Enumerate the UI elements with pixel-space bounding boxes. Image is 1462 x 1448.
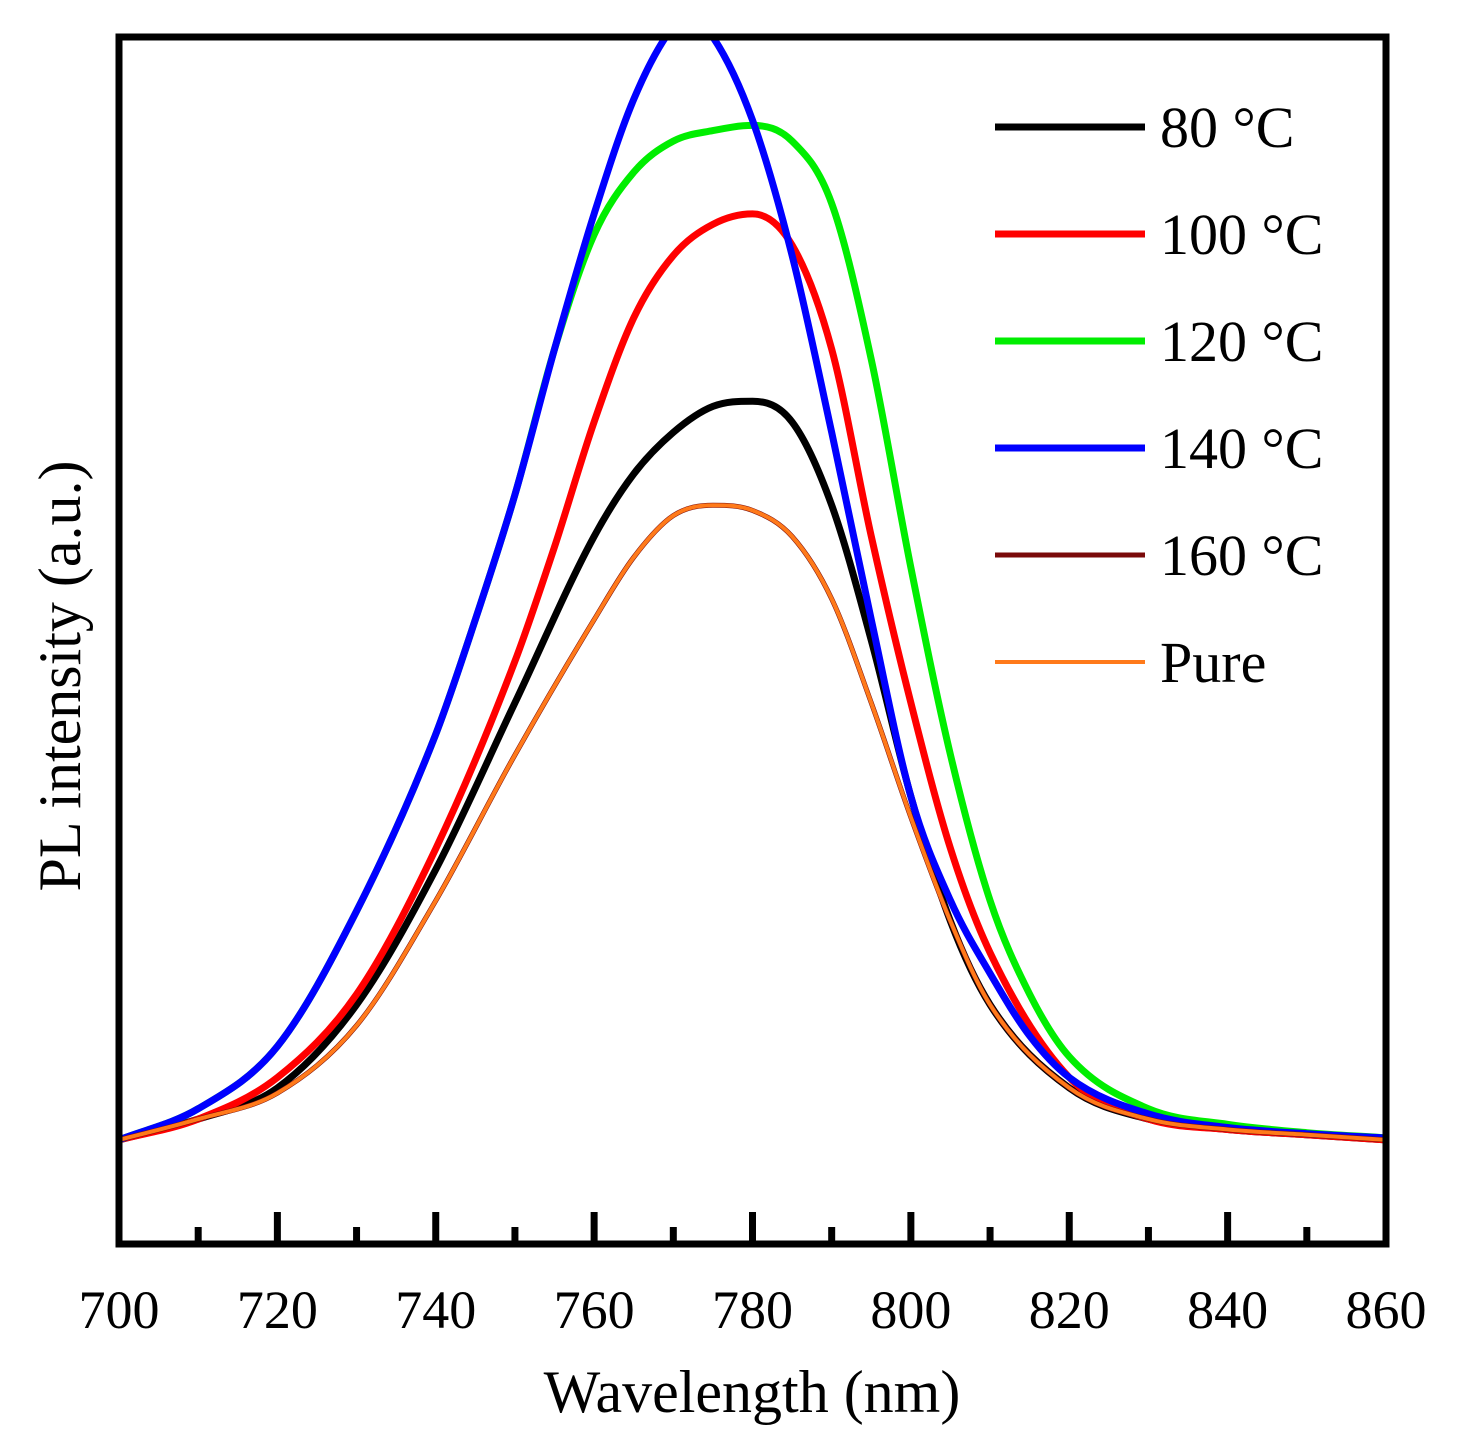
legend-item: 140 °C [995, 416, 1323, 481]
legend-label: 120 °C [1160, 309, 1323, 374]
x-tick-label: 700 [79, 1280, 160, 1340]
x-tick-label: 800 [870, 1280, 951, 1340]
x-tick-label: 760 [554, 1280, 635, 1340]
series-line-160-c [119, 502, 1386, 1143]
legend-item: 160 °C [995, 523, 1323, 588]
x-axis-tick-labels: 700 720 740 760 780 800 820 840 860 [79, 1280, 1427, 1340]
legend-label: Pure [1160, 630, 1266, 695]
series-line-pure [119, 503, 1386, 1142]
legend-label: 100 °C [1160, 202, 1323, 267]
x-tick-label: 820 [1029, 1280, 1110, 1340]
legend-label: 140 °C [1160, 416, 1323, 481]
x-tick-label: 780 [712, 1280, 793, 1340]
y-axis-title: PL intensity (a.u.) [27, 460, 93, 891]
x-tick-label: 720 [237, 1280, 318, 1340]
legend-item: 100 °C [995, 202, 1323, 267]
x-tick-label: 840 [1187, 1280, 1268, 1340]
series-line-140-c [119, 37, 1386, 1144]
legend-label: 80 °C [1160, 95, 1294, 160]
legend-item: 80 °C [995, 95, 1294, 160]
legend-item: 120 °C [995, 309, 1323, 374]
series-layer [119, 37, 1386, 1144]
x-tick-label: 860 [1346, 1280, 1427, 1340]
x-tick-label: 740 [395, 1280, 476, 1340]
legend: 80 °C 100 °C 120 °C 140 °C 160 °C Pure [995, 95, 1323, 695]
legend-label: 160 °C [1160, 523, 1323, 588]
x-axis-title: Wavelength (nm) [544, 1359, 961, 1425]
legend-item: Pure [995, 630, 1266, 695]
x-axis-ticks [194, 1212, 1311, 1244]
